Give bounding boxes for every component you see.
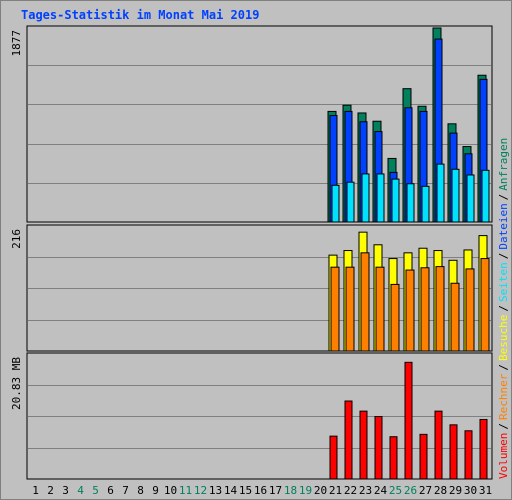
x-tick-label-day-2: 2 bbox=[47, 484, 54, 497]
bar-seiten-29 bbox=[451, 168, 460, 223]
legend-separator: / bbox=[497, 194, 510, 201]
chart-bars bbox=[327, 27, 490, 480]
x-tick-label-day-28: 28 bbox=[434, 484, 447, 497]
x-tick-label-day-24: 24 bbox=[374, 484, 388, 497]
bar-volumen-28 bbox=[434, 410, 443, 480]
bar-volumen-31 bbox=[479, 418, 488, 480]
x-tick-label-day-21: 21 bbox=[329, 484, 342, 497]
bar-seiten-25 bbox=[391, 178, 400, 223]
legend-entry-seiten: Seiten bbox=[497, 262, 510, 302]
y-max-label-hits: 1877 bbox=[10, 30, 23, 57]
bar-volumen-25 bbox=[389, 436, 398, 480]
x-axis-labels: 1 2 3 4 5 6 7 8 9 10 11 12 13 14 15 16 17 18 19 20 21 22 23 24 2… bbox=[32, 484, 492, 497]
y-axis-labels: 1877 216 20.83 MB bbox=[10, 30, 23, 410]
x-tick-label-day-9: 9 bbox=[152, 484, 159, 497]
x-tick-label-day-13: 13 bbox=[209, 484, 222, 497]
bar-seiten-30 bbox=[466, 174, 475, 223]
x-tick-label-day-17: 17 bbox=[269, 484, 282, 497]
bar-seiten-22 bbox=[346, 181, 355, 223]
legend-text: Volumen / Rechner / Besuche / Seiten / Dateien / A… bbox=[497, 138, 510, 479]
x-tick-label-day-1: 1 bbox=[32, 484, 39, 497]
x-tick-label-day-5: 5 bbox=[92, 484, 99, 497]
bar-rechner-24 bbox=[375, 266, 385, 352]
bar-seiten-31 bbox=[481, 169, 490, 223]
bar-rechner-22 bbox=[345, 266, 355, 352]
x-tick-label-day-3: 3 bbox=[62, 484, 69, 497]
x-tick-label-day-7: 7 bbox=[122, 484, 129, 497]
x-tick-label-day-20: 20 bbox=[314, 484, 327, 497]
x-tick-label-day-6: 6 bbox=[107, 484, 114, 497]
legend-separator: / bbox=[497, 423, 510, 430]
x-tick-label-day-11: 11 bbox=[179, 484, 192, 497]
bar-seiten-28 bbox=[436, 163, 445, 223]
bar-rechner-21 bbox=[330, 266, 340, 352]
chart-title: Tages-Statistik im Monat Mai 2019 bbox=[21, 8, 260, 22]
bar-rechner-31 bbox=[480, 258, 490, 352]
bar-volumen-21 bbox=[329, 435, 338, 480]
x-tick-label-day-16: 16 bbox=[254, 484, 267, 497]
bar-seiten-24 bbox=[376, 173, 385, 223]
bar-rechner-29 bbox=[450, 282, 460, 352]
legend-separator: / bbox=[497, 364, 510, 371]
legend: Volumen / Rechner / Besuche / Seiten / Dateien / A… bbox=[497, 138, 510, 479]
x-tick-label-day-22: 22 bbox=[344, 484, 357, 497]
bar-seiten-27 bbox=[421, 185, 430, 223]
x-tick-label-day-10: 10 bbox=[164, 484, 177, 497]
bar-rechner-28 bbox=[435, 266, 445, 352]
x-tick-label-day-23: 23 bbox=[359, 484, 372, 497]
legend-separator: / bbox=[497, 305, 510, 312]
bar-rechner-23 bbox=[360, 252, 370, 352]
x-tick-label-day-15: 15 bbox=[239, 484, 252, 497]
x-tick-label-day-27: 27 bbox=[419, 484, 432, 497]
bar-rechner-27 bbox=[420, 267, 430, 352]
x-tick-label-day-29: 29 bbox=[449, 484, 462, 497]
legend-entry-besuche: Besuche bbox=[497, 315, 510, 361]
y-max-label-volume: 20.83 MB bbox=[10, 357, 23, 410]
x-tick-label-day-8: 8 bbox=[137, 484, 144, 497]
bar-volumen-24 bbox=[374, 415, 383, 480]
legend-entry-rechner: Rechner bbox=[497, 373, 510, 420]
legend-entry-volumen: Volumen bbox=[497, 433, 510, 479]
bar-volumen-27 bbox=[419, 433, 428, 480]
bar-volumen-29 bbox=[449, 424, 458, 480]
x-tick-label-day-14: 14 bbox=[224, 484, 238, 497]
x-tick-label-day-18: 18 bbox=[284, 484, 297, 497]
legend-entry-dateien: Dateien bbox=[497, 203, 510, 249]
x-tick-label-day-31: 31 bbox=[479, 484, 492, 497]
x-tick-label-day-19: 19 bbox=[299, 484, 312, 497]
bar-rechner-30 bbox=[465, 268, 475, 352]
bar-rechner-25 bbox=[390, 283, 400, 352]
bar-rechner-26 bbox=[405, 269, 415, 352]
bar-seiten-21 bbox=[331, 184, 340, 223]
x-tick-label-day-25: 25 bbox=[389, 484, 402, 497]
bar-seiten-23 bbox=[361, 173, 370, 223]
x-tick-label-day-12: 12 bbox=[194, 484, 207, 497]
bar-volumen-26 bbox=[404, 361, 413, 480]
legend-separator: / bbox=[497, 253, 510, 260]
bar-volumen-23 bbox=[359, 410, 368, 480]
x-tick-label-day-26: 26 bbox=[404, 484, 417, 497]
legend-entry-anfragen: Anfragen bbox=[497, 138, 510, 191]
x-tick-label-day-30: 30 bbox=[464, 484, 477, 497]
x-tick-label-day-4: 4 bbox=[77, 484, 84, 497]
bar-seiten-26 bbox=[406, 183, 415, 223]
y-max-label-visits: 216 bbox=[10, 229, 23, 249]
bar-volumen-22 bbox=[344, 400, 353, 480]
bar-volumen-30 bbox=[464, 430, 473, 480]
